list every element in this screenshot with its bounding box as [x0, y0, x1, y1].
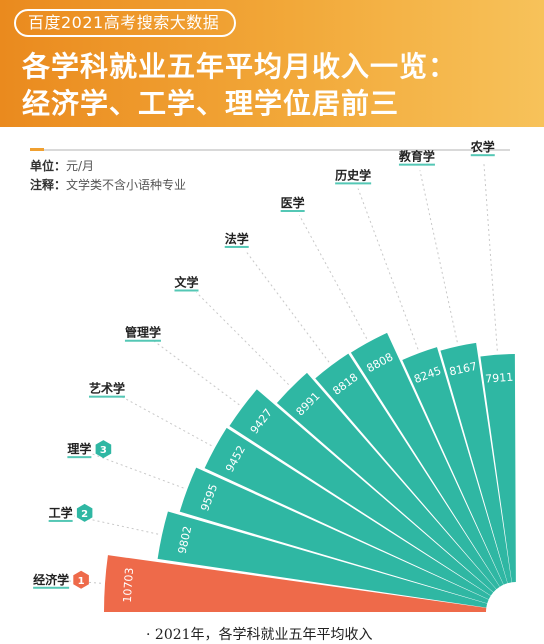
- leader-line: [483, 161, 498, 351]
- label-underline: [48, 519, 73, 522]
- bar-1: [104, 555, 487, 612]
- unit-value: 元/月: [66, 159, 95, 173]
- remark-note: 注释：文学类不含小语种专业: [30, 177, 186, 193]
- bar-value-label: 10703: [121, 567, 136, 603]
- leader-line: [244, 249, 330, 363]
- bar-10: [440, 342, 512, 584]
- title-line-2: 经济学、工学、理学位居前三: [22, 87, 400, 120]
- footer-bullet: ·: [146, 627, 151, 643]
- remark-value: 文学类不含小语种专业: [66, 178, 187, 192]
- leader-line: [298, 215, 368, 339]
- footer-text: 2021年，各学科就业五年平均收入: [154, 627, 373, 643]
- unit-note: 单位：元/月: [30, 158, 94, 174]
- rank-number: 2: [81, 509, 88, 520]
- source-tag: 百度2021高考搜索大数据: [14, 9, 236, 37]
- rank-number: 1: [78, 576, 85, 587]
- bar-9: [402, 347, 508, 585]
- label-underline: [398, 163, 435, 166]
- label-underline: [470, 154, 495, 157]
- category-label: 艺术学: [89, 381, 125, 396]
- bar-3: [179, 467, 489, 604]
- category-label: 管理学: [125, 325, 161, 340]
- leader-line: [119, 394, 212, 447]
- category-label: 农学: [470, 139, 495, 154]
- category-label: 工学: [49, 505, 73, 520]
- unit-label: 单位：: [30, 159, 67, 173]
- leader-line: [65, 580, 102, 584]
- rank-badge: [73, 570, 89, 589]
- label-underline: [33, 586, 70, 589]
- bar-2: [157, 511, 488, 608]
- bar-value-label: 8167: [448, 360, 478, 379]
- bar-7: [315, 353, 500, 590]
- bar-6: [276, 372, 497, 593]
- category-label: 法学: [225, 231, 249, 246]
- bar-value-label: 9802: [176, 525, 195, 555]
- leader-line: [196, 292, 289, 385]
- footer-caption: · 2021年，各学科就业五年平均收入: [146, 624, 373, 644]
- label-underline: [67, 456, 92, 459]
- category-label: 医学: [281, 195, 305, 210]
- remark-label: 注释：: [30, 178, 67, 192]
- bar-8: [350, 332, 504, 587]
- label-underline: [280, 210, 305, 213]
- category-label: 理学: [67, 441, 91, 456]
- bar-4: [204, 427, 491, 600]
- rank-badge: [76, 503, 93, 522]
- leader-line: [153, 340, 240, 406]
- category-label: 教育学: [398, 149, 435, 164]
- leader-line: [357, 188, 419, 350]
- label-underline: [335, 182, 372, 185]
- bar-5: [229, 389, 494, 596]
- page-title: 各学科就业五年平均月收入一览： 经济学、工学、理学位居前三: [22, 48, 457, 122]
- divider-accent: [30, 148, 44, 151]
- label-underline: [89, 395, 126, 398]
- header-banner: 百度2021高考搜索大数据 各学科就业五年平均月收入一览： 经济学、工学、理学位…: [0, 0, 544, 127]
- label-underline: [174, 289, 199, 292]
- divider-line: [44, 149, 510, 151]
- label-underline: [124, 339, 161, 342]
- category-label: 经济学: [33, 572, 69, 587]
- rank-badge: [95, 440, 112, 459]
- leader-line: [419, 170, 458, 343]
- leader-line: [92, 453, 184, 489]
- title-line-1: 各学科就业五年平均月收入一览：: [22, 50, 458, 83]
- rank-number: 3: [100, 445, 107, 456]
- category-label: 历史学: [335, 167, 371, 182]
- bar-value-label: 7911: [485, 371, 514, 386]
- label-underline: [224, 245, 249, 248]
- bar-11: [480, 354, 516, 583]
- category-label: 文学: [174, 274, 198, 289]
